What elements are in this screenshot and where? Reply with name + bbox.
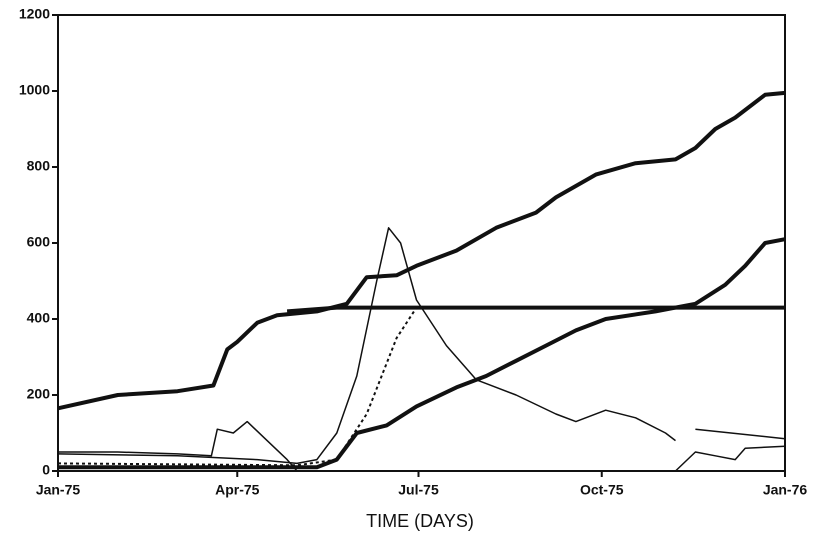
y-tick-label: 0 bbox=[42, 462, 50, 478]
y-tick-label: 600 bbox=[27, 234, 51, 250]
x-tick-label: Jan-76 bbox=[763, 482, 808, 498]
series-line bbox=[58, 237, 786, 470]
series-line bbox=[58, 420, 786, 472]
x-tick-label: Jan-75 bbox=[36, 482, 81, 498]
series-line bbox=[57, 307, 418, 467]
x-tick-label: Apr-75 bbox=[215, 482, 260, 498]
y-tick-label: 800 bbox=[27, 158, 51, 174]
series-line bbox=[286, 305, 785, 314]
x-tick-label: Jul-75 bbox=[398, 482, 439, 498]
series-line bbox=[57, 227, 786, 465]
y-tick-label: 400 bbox=[27, 310, 51, 326]
y-tick-label: 1200 bbox=[19, 6, 50, 22]
series-line bbox=[57, 90, 786, 411]
y-tick-label: 200 bbox=[27, 386, 51, 402]
x-tick-label: Oct-75 bbox=[580, 482, 624, 498]
y-tick-label: 1000 bbox=[19, 82, 50, 98]
x-axis-title: TIME (DAYS) bbox=[366, 511, 474, 531]
